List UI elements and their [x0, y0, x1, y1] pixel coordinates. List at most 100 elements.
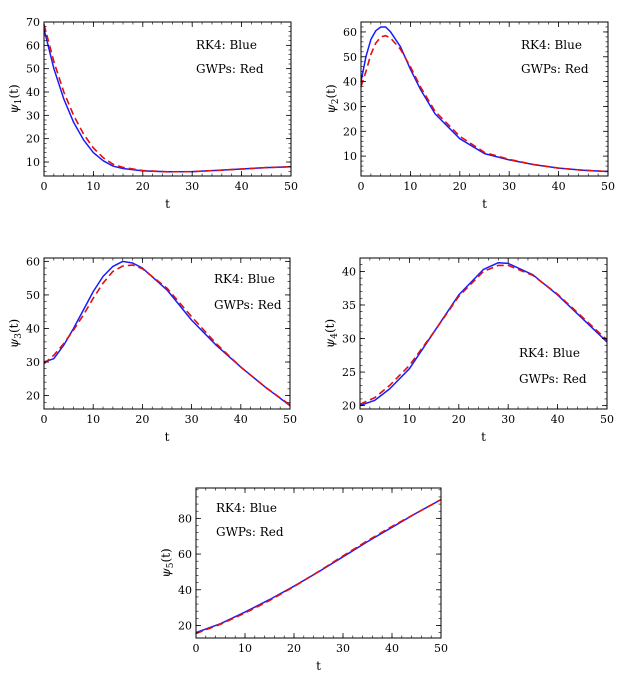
y-axis-label: ψ1(t) [7, 84, 24, 113]
legend-rk4: RK4: Blue [196, 38, 257, 52]
x-tick-label: 0 [41, 413, 48, 426]
y-axis-label-subscript: 1 [14, 99, 24, 105]
y-axis-label-symbol: ψ [159, 568, 173, 578]
y-tick-label: 60 [178, 548, 192, 561]
legend-gwps: GWPs: Red [214, 298, 282, 312]
x-tick-label: 0 [357, 413, 364, 426]
y-axis-label-symbol: ψ [7, 104, 21, 114]
x-axis-label: t [165, 430, 170, 444]
y-axis-label-subscript: 4 [330, 333, 340, 339]
y-tick-label: 20 [26, 133, 40, 146]
x-tick-label: 40 [551, 413, 565, 426]
y-tick-label: 60 [343, 26, 357, 39]
y-tick-label: 10 [343, 150, 357, 163]
plot-frame [360, 21, 609, 177]
y-tick-label: 30 [343, 100, 357, 113]
x-tick-label: 10 [403, 180, 417, 193]
series-line-gwps [195, 498, 442, 635]
y-axis-label-subscript: 3 [14, 333, 24, 339]
x-tick-label: 0 [41, 180, 48, 193]
y-tick-label: 40 [342, 265, 356, 278]
series-line-gwps [360, 34, 609, 173]
x-tick-label: 20 [136, 180, 150, 193]
y-tick-label: 50 [26, 289, 40, 302]
x-tick-label: 40 [552, 180, 566, 193]
legend-rk4: RK4: Blue [519, 346, 580, 360]
legend-rk4: RK4: Blue [214, 272, 275, 286]
x-tick-label: 10 [86, 180, 100, 193]
y-tick-label: 40 [26, 86, 40, 99]
plot-frame [195, 487, 442, 639]
y-tick-label: 40 [26, 322, 40, 335]
x-tick-label: 20 [135, 413, 149, 426]
y-tick-label: 20 [178, 620, 192, 633]
y-axis-label: ψ5(t) [159, 548, 176, 577]
x-tick-label: 20 [287, 642, 301, 655]
y-tick-label: 40 [343, 76, 357, 89]
x-tick-label: 40 [385, 642, 399, 655]
plot-frame [359, 257, 608, 410]
y-tick-label: 10 [26, 156, 40, 169]
x-tick-label: 10 [402, 413, 416, 426]
y-tick-label: 40 [178, 584, 192, 597]
legend-rk4: RK4: Blue [216, 501, 277, 515]
y-axis-label-subscript: 5 [166, 562, 176, 568]
x-tick-label: 50 [284, 180, 298, 193]
chart-5: 0 10 20 30 40 50 20 40 60 80 t ψ5(t) RK4: Blue GWPs: … [159, 487, 448, 673]
y-tick-label: 80 [178, 512, 192, 525]
y-tick-label: 50 [343, 51, 357, 64]
plot-frame [43, 21, 292, 177]
x-tick-label: 40 [235, 180, 249, 193]
y-tick-label: 35 [342, 299, 356, 312]
x-tick-label: 20 [452, 413, 466, 426]
series-line-gwps [43, 264, 291, 406]
chart-2: 0 10 20 30 40 50 10 20 30 40 50 60 t ψ2(t) RK4: Blue GW… [324, 21, 615, 211]
series-line-gwps [359, 264, 608, 406]
x-tick-label: 30 [185, 180, 199, 193]
y-axis-label-argument: (t) [7, 84, 21, 98]
chart-3: 0 10 20 30 40 50 20 30 40 50 60 t ψ3(t) RK4: Blue GWPs… [7, 255, 297, 444]
y-tick-label: 30 [26, 109, 40, 122]
y-tick-label: 25 [342, 366, 356, 379]
y-axis-label-argument: (t) [7, 319, 21, 333]
y-axis-label: ψ3(t) [7, 319, 24, 348]
x-tick-label: 0 [358, 180, 365, 193]
y-axis-label: ψ4(t) [323, 319, 340, 348]
legend-gwps: GWPs: Red [216, 525, 284, 539]
x-tick-label: 30 [501, 413, 515, 426]
y-tick-label: 30 [26, 356, 40, 369]
y-axis-label-symbol: ψ [323, 338, 337, 348]
series-line-gwps [43, 24, 292, 173]
legend-gwps: GWPs: Red [196, 62, 264, 76]
x-tick-label: 20 [453, 180, 467, 193]
legend-rk4: RK4: Blue [521, 38, 582, 52]
x-tick-label: 50 [283, 413, 297, 426]
chart-4: 0 10 20 30 40 50 20 25 30 35 40 t ψ4(t) RK4: Blue GWPs… [323, 257, 614, 444]
y-axis-label-subscript: 2 [331, 99, 341, 105]
legend-gwps: GWPs: Red [519, 372, 587, 386]
y-tick-label: 50 [26, 63, 40, 76]
y-axis-label-symbol: ψ [7, 338, 21, 348]
y-axis-label-symbol: ψ [324, 104, 338, 114]
y-axis-label-argument: (t) [159, 548, 173, 562]
x-tick-label: 30 [185, 413, 199, 426]
y-tick-label: 30 [342, 333, 356, 346]
x-tick-label: 10 [238, 642, 252, 655]
x-tick-label: 30 [502, 180, 516, 193]
y-axis-label-argument: (t) [323, 319, 337, 333]
x-tick-label: 50 [601, 180, 615, 193]
y-tick-label: 60 [26, 255, 40, 268]
x-tick-label: 30 [336, 642, 350, 655]
x-tick-label: 10 [86, 413, 100, 426]
y-tick-label: 20 [343, 125, 357, 138]
x-tick-label: 40 [234, 413, 248, 426]
plot-frame [43, 257, 291, 410]
y-tick-label: 70 [26, 16, 40, 29]
y-tick-label: 20 [342, 400, 356, 413]
y-axis-label-argument: (t) [324, 84, 338, 98]
x-tick-label: 50 [434, 642, 448, 655]
x-tick-label: 0 [193, 642, 200, 655]
y-tick-label: 60 [26, 39, 40, 52]
